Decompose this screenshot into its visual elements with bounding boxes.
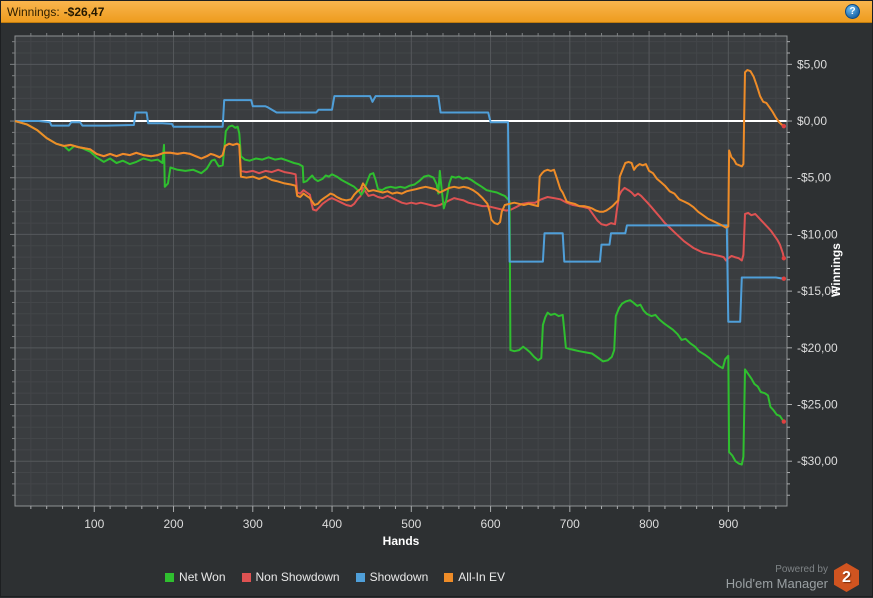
x-axis-title: Hands xyxy=(382,534,420,548)
legend-label: Net Won xyxy=(179,570,226,584)
y-tick-label: -$5,00 xyxy=(797,171,831,185)
legend-item-all-in-ev: All-In EV xyxy=(444,570,505,584)
y-tick-label: -$10,00 xyxy=(797,227,838,241)
chart-legend: Net Won Non Showdown Showdown All-In EV xyxy=(15,570,655,584)
series-end-dot xyxy=(781,123,787,129)
winnings-title-label: Winnings: xyxy=(7,4,60,19)
branding-footer: Powered by Hold'em Manager 2 xyxy=(726,563,859,592)
x-tick-label: 200 xyxy=(164,517,184,531)
series-end-dot xyxy=(781,276,787,281)
x-tick-label: 300 xyxy=(243,517,263,531)
y-axis-title: Winnings xyxy=(829,243,844,297)
app-name-label: Hold'em Manager xyxy=(725,576,828,591)
legend-swatch-icon xyxy=(241,572,251,582)
legend-swatch-icon xyxy=(444,572,454,582)
legend-label: All-In EV xyxy=(458,570,505,584)
winnings-chart[interactable]: 100 200 300 400 500 600 700 800 900 $5,00 $0,00 -$5… xyxy=(1,23,873,598)
x-tick-label: 500 xyxy=(401,517,421,531)
legend-item-net-won: Net Won xyxy=(165,570,226,584)
titlebar: Winnings: -$26,47 ? xyxy=(1,1,872,23)
x-tick-label: 800 xyxy=(639,517,659,531)
x-tick-label: 900 xyxy=(718,517,738,531)
powered-by-label: Powered by xyxy=(775,564,828,575)
y-tick-label: $5,00 xyxy=(797,57,827,71)
legend-label: Non Showdown xyxy=(255,570,340,584)
branding-text: Powered by Hold'em Manager xyxy=(726,564,828,591)
help-icon[interactable]: ? xyxy=(845,4,860,19)
y-tick-label: $0,00 xyxy=(797,114,827,128)
y-tick-label: -$25,00 xyxy=(797,398,838,412)
winnings-title-value: -$26,47 xyxy=(63,4,105,19)
legend-swatch-icon xyxy=(355,572,365,582)
series-end-dot xyxy=(781,419,787,424)
series-end-dot xyxy=(781,256,787,261)
legend-item-showdown: Showdown xyxy=(355,570,429,584)
legend-swatch-icon xyxy=(165,572,175,582)
legend-label: Showdown xyxy=(369,570,429,584)
x-tick-label: 400 xyxy=(322,517,342,531)
x-tick-label: 600 xyxy=(481,517,501,531)
plot-area[interactable] xyxy=(15,36,787,506)
legend-item-non-showdown: Non Showdown xyxy=(241,570,340,584)
series-net-won xyxy=(14,120,785,466)
y-tick-label: -$20,00 xyxy=(797,341,838,355)
series-showdown xyxy=(15,95,784,323)
x-tick-label: 100 xyxy=(84,517,104,531)
x-tick-label: 700 xyxy=(560,517,580,531)
series-all-in-ev xyxy=(14,69,785,229)
y-tick-label: -$30,00 xyxy=(797,454,838,468)
y-tick-label: -$15,00 xyxy=(797,284,838,298)
hm2-logo-icon: 2 xyxy=(834,563,859,592)
